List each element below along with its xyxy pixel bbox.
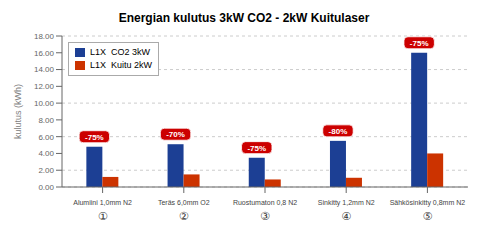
svg-text:⑤: ⑤ — [422, 210, 432, 221]
svg-text:16.00: 16.00 — [34, 49, 55, 58]
svg-text:④: ④ — [341, 210, 351, 221]
html-text:Energian kulutus 3kW CO2 - 2kW: Energian kulutus 3kW CO2 - 2kW Kuitulase… — [118, 11, 370, 25]
svg-text:-75%: -75% — [85, 133, 104, 142]
svg-text:Sinkitty 1,2mm N2: Sinkitty 1,2mm N2 — [318, 199, 375, 207]
svg-text:①: ① — [98, 210, 108, 221]
svg-text:-75%: -75% — [247, 144, 266, 153]
svg-text:12.00: 12.00 — [34, 82, 55, 91]
svg-text:-75%: -75% — [410, 39, 429, 48]
svg-text:kulutus (kWh): kulutus (kWh) — [13, 84, 23, 139]
svg-text:4.00: 4.00 — [38, 149, 54, 158]
html-text:L1X Kuitu 2kW: L1X Kuitu 2kW — [90, 60, 152, 70]
svg-text:14.00: 14.00 — [34, 65, 55, 74]
svg-text:-80%: -80% — [329, 127, 348, 136]
html-text:L1X CO2 3kW: L1X CO2 3kW — [90, 47, 150, 57]
svg-text:2.00: 2.00 — [38, 166, 54, 175]
svg-text:Ruostumaton 0,8 N2: Ruostumaton 0,8 N2 — [233, 199, 297, 206]
svg-text:Sähkösinkitty 0,8mm N2: Sähkösinkitty 0,8mm N2 — [390, 199, 466, 207]
svg-text:0.00: 0.00 — [38, 183, 54, 192]
svg-text:8.00: 8.00 — [38, 116, 54, 125]
svg-text:10.00: 10.00 — [34, 99, 55, 108]
svg-text:-70%: -70% — [166, 130, 185, 139]
svg-text:Alumiini 1,0mm N2: Alumiini 1,0mm N2 — [73, 199, 132, 206]
svg-text:Teräs 6,0mm O2: Teräs 6,0mm O2 — [158, 199, 210, 206]
svg-text:③: ③ — [260, 210, 270, 221]
svg-text:6.00: 6.00 — [38, 133, 54, 142]
svg-text:18.00: 18.00 — [34, 32, 55, 41]
svg-text:②: ② — [179, 210, 189, 221]
